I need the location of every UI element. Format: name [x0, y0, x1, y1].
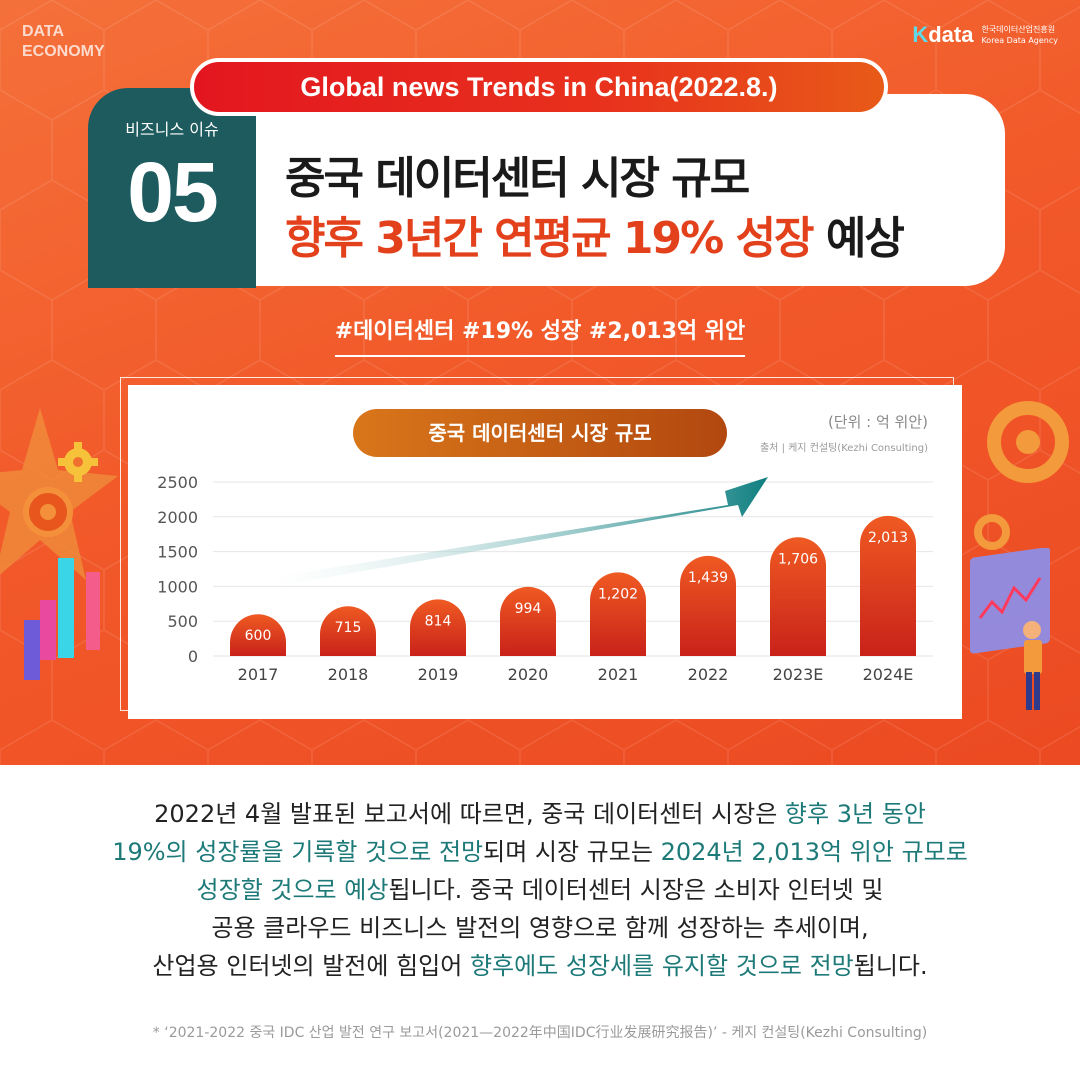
chart-title-pill — [353, 409, 727, 457]
y-tick-label: 1000 — [157, 577, 198, 596]
bar — [590, 572, 646, 656]
bar — [320, 606, 376, 656]
y-tick-label: 500 — [167, 612, 198, 631]
page-title: 중국 데이터센터 시장 규모 — [285, 153, 750, 204]
title-card — [235, 94, 1005, 286]
x-tick-label: 2024E — [863, 665, 914, 684]
bar-value-label: 1,439 — [688, 570, 728, 586]
trend-arrow — [273, 477, 768, 586]
brand-data-economy: DATA ECONOMY — [22, 23, 105, 60]
x-tick-label: 2020 — [508, 665, 549, 684]
gear-icon — [974, 401, 1069, 550]
bar — [230, 614, 286, 656]
gear-icon — [58, 442, 98, 482]
x-tick-label: 2021 — [598, 665, 639, 684]
bar — [860, 515, 916, 656]
issue-number: 05 — [127, 145, 218, 239]
y-tick-label: 0 — [188, 647, 198, 666]
hero-banner: DATA ECONOMY Kdata 한국데이터산업진흥원 Korea Data… — [0, 0, 1080, 765]
bar — [410, 599, 466, 656]
chart-title: 중국 데이터센터 시장 규모 — [428, 421, 651, 445]
bar — [680, 555, 736, 656]
bar-value-label: 1,202 — [598, 586, 638, 602]
chart-unit-note: (단위 : 억 위안) — [828, 413, 928, 431]
issue-badge: 비즈니스 이슈 05 — [88, 88, 256, 288]
body-paragraph: 2022년 4월 발표된 보고서에 따르면, 중국 데이터센터 시장은 향후 3… — [112, 800, 968, 980]
bar-chart: 중국 데이터센터 시장 규모 (단위 : 억 위안) 출처 | 케지 컨설팅(K… — [157, 409, 933, 684]
analyst-illustration — [970, 548, 1050, 710]
x-tick-label: 2022 — [688, 665, 729, 684]
bar-value-label: 1,706 — [778, 551, 818, 567]
trend-pill: Global news Trends in China(2022.8.) — [190, 58, 888, 116]
bar-value-label: 2,013 — [868, 530, 908, 546]
y-tick-label: 2500 — [157, 473, 198, 492]
issue-label: 비즈니스 이슈 — [125, 120, 219, 139]
chart-card: 중국 데이터센터 시장 규모 (단위 : 억 위안) 출처 | 케지 컨설팅(K… — [128, 385, 962, 719]
y-tick-label: 2000 — [157, 508, 198, 527]
gear-icon — [23, 487, 73, 537]
x-tick-label: 2017 — [238, 665, 279, 684]
kdata-logo: Kdata 한국데이터산업진흥원 Korea Data Agency — [912, 22, 1058, 47]
bar-value-label: 814 — [425, 613, 452, 629]
bar-value-label: 994 — [515, 601, 542, 617]
chart-source: 출처 | 케지 컨설팅(Kezhi Consulting) — [760, 442, 928, 454]
bar — [770, 537, 826, 656]
x-tick-label: 2018 — [328, 665, 369, 684]
x-tick-label: 2019 — [418, 665, 459, 684]
hashtags: #데이터센터 #19% 성장 #2,013억 위안 — [0, 313, 1080, 357]
bar-value-label: 715 — [335, 620, 362, 636]
chart-gears-decoration — [0, 408, 118, 680]
bar-value-label: 600 — [245, 628, 272, 644]
page-subtitle: 향후 3년간 연평균 19% 성장 예상 — [285, 213, 905, 264]
source-footnote: * ‘2021-2022 중국 IDC 산업 발전 연구 보고서(2021—20… — [152, 1025, 928, 1041]
x-tick-label: 2023E — [773, 665, 824, 684]
y-tick-label: 1500 — [157, 543, 198, 562]
bar — [500, 586, 556, 656]
